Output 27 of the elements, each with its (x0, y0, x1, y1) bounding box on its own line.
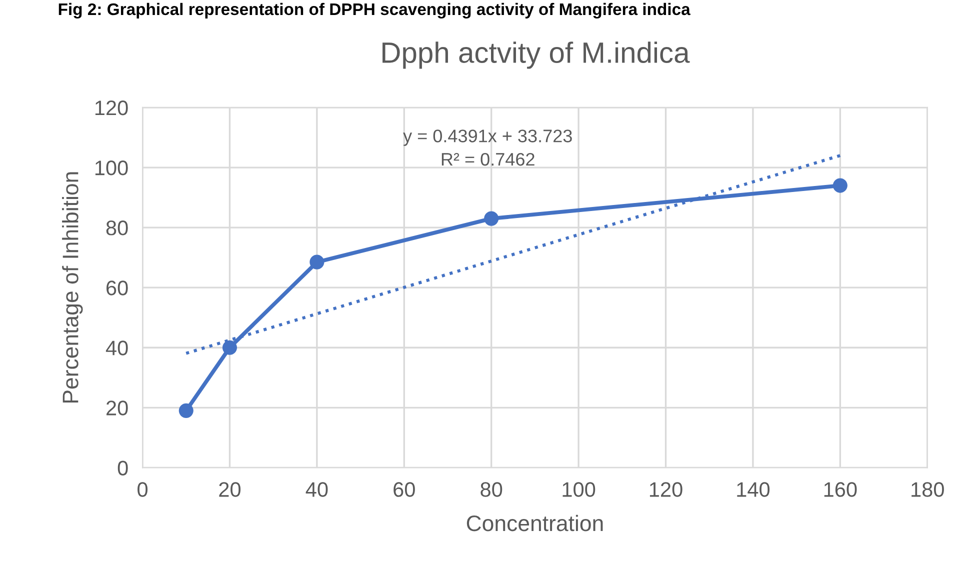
y-tick-label: 0 (118, 460, 128, 476)
point (222, 340, 238, 355)
x-tick-label: 0 (138, 482, 148, 497)
x-tick-label: 20 (219, 482, 240, 497)
x-tick-label: 100 (562, 482, 596, 497)
point (178, 403, 194, 418)
y-tick-label: 60 (106, 280, 128, 296)
point (832, 178, 848, 193)
x-tick-label: 140 (737, 482, 770, 497)
x-tick-label: 180 (912, 482, 944, 497)
y-tick-label: 80 (106, 220, 128, 236)
x-tick-label: 60 (394, 482, 415, 497)
y-tick-label: 20 (106, 400, 128, 416)
x-axis-title: Concentration (466, 514, 603, 532)
x-tick-label: 40 (306, 482, 328, 497)
x-tick-label: 160 (824, 482, 857, 497)
x-tick-label: 120 (650, 482, 682, 497)
chart-title: Dpph actvity of M.indica (382, 42, 690, 69)
y-tick-label: 40 (106, 340, 128, 356)
annotation: y = 0.4391x + 33.723 R² = 0.7462 (403, 130, 572, 166)
x-tick-label: 80 (480, 482, 502, 497)
point (484, 211, 499, 226)
caption: Fig 2: Graphical representation of DPPH scavenging activity of Mangifera indica (58, 2, 690, 19)
y-tick-label: 100 (95, 160, 128, 176)
point (310, 254, 324, 270)
y-tick-label: 120 (95, 100, 128, 116)
y-axis-title: Percentage of Inhibition (62, 172, 83, 403)
